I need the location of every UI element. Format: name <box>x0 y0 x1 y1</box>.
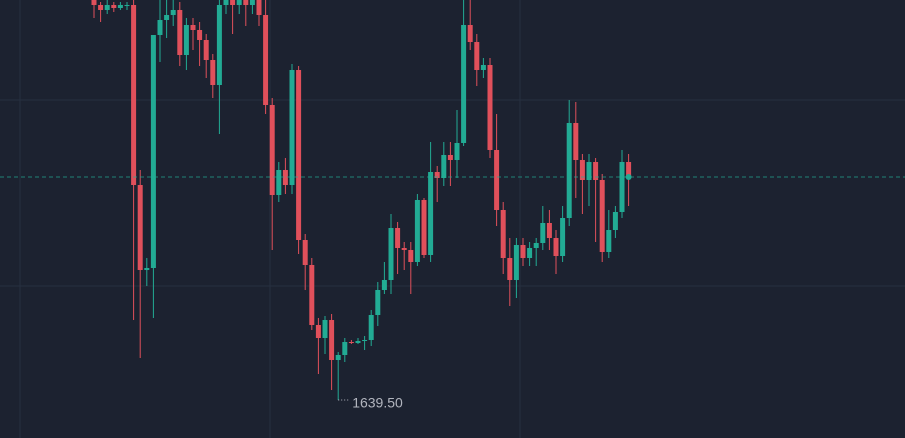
candle-body <box>441 155 447 178</box>
candle-body <box>428 172 434 255</box>
candle-body <box>626 162 632 177</box>
candle-body <box>342 342 348 355</box>
low-label: 1639.50 <box>352 395 403 411</box>
candle-body <box>414 200 420 262</box>
candle-body <box>144 268 150 270</box>
candle-body <box>586 162 592 180</box>
candle-body <box>256 0 262 15</box>
candle-body <box>520 245 526 258</box>
candle-body <box>236 0 242 5</box>
candle-body <box>190 25 196 30</box>
candle-body <box>157 20 163 35</box>
candle-body <box>447 155 453 160</box>
candle-body <box>315 325 321 338</box>
candle-body <box>124 5 130 6</box>
candle-body <box>388 228 394 280</box>
candle-body <box>546 223 552 238</box>
candle-body <box>98 5 104 10</box>
candle-body <box>454 143 460 160</box>
candle-body <box>243 0 249 5</box>
candle-body <box>401 248 407 250</box>
candle-body <box>111 5 117 8</box>
candle-body <box>579 160 585 180</box>
candle-body <box>566 123 572 218</box>
candle-body <box>593 162 599 180</box>
candle-body <box>474 42 480 70</box>
candle-body <box>494 150 500 210</box>
candle-body <box>533 243 539 248</box>
candle-body <box>197 30 203 40</box>
candle-body <box>606 230 612 252</box>
candle-body <box>322 320 328 338</box>
candle-body <box>276 170 282 195</box>
candle-body <box>362 340 368 341</box>
candle-body <box>375 290 381 315</box>
candle-body <box>329 320 335 360</box>
candle-body <box>131 5 137 185</box>
candle-body <box>249 0 255 5</box>
candle-body <box>216 5 222 85</box>
candle-body <box>150 35 156 268</box>
candle-body <box>282 170 288 185</box>
candle-body <box>395 228 401 248</box>
candle-body <box>263 15 269 105</box>
candle-body <box>183 25 189 55</box>
candle-body <box>434 172 440 178</box>
candle-body <box>487 65 493 150</box>
candle-body <box>527 248 533 258</box>
candle-body <box>421 200 427 255</box>
candle-body <box>540 223 546 243</box>
candle-body <box>500 210 506 258</box>
candle-body <box>170 10 176 15</box>
candle-body <box>553 238 559 256</box>
candle-body <box>619 162 625 212</box>
candle-body <box>223 0 229 5</box>
candle-body <box>461 25 467 143</box>
candle-body <box>599 180 605 252</box>
candle-body <box>302 240 308 265</box>
candle-body <box>467 25 473 42</box>
candle-body <box>612 212 618 230</box>
candle-body <box>164 15 170 20</box>
candle-body <box>203 40 209 60</box>
candle-body <box>408 250 414 262</box>
candle-body <box>289 70 295 185</box>
candle-body <box>335 355 341 360</box>
candle-body <box>296 70 302 240</box>
candle-body <box>573 123 579 160</box>
candle-body <box>269 105 275 195</box>
candle-body <box>104 5 110 10</box>
candle-body <box>507 258 513 280</box>
candle-body <box>230 0 236 5</box>
candle-body <box>137 185 143 270</box>
candle-body <box>117 5 123 8</box>
candle-body <box>91 0 97 5</box>
candle-body <box>348 342 354 343</box>
candle-body <box>381 280 387 290</box>
candle-body <box>177 10 183 55</box>
candle-body <box>513 245 519 280</box>
candle-body <box>560 218 566 256</box>
candle-body <box>355 341 361 343</box>
candle-body <box>480 65 486 70</box>
candle-body <box>309 265 315 325</box>
candle-body <box>210 60 216 85</box>
candle-body <box>368 315 374 340</box>
last-price-dot <box>625 174 632 180</box>
